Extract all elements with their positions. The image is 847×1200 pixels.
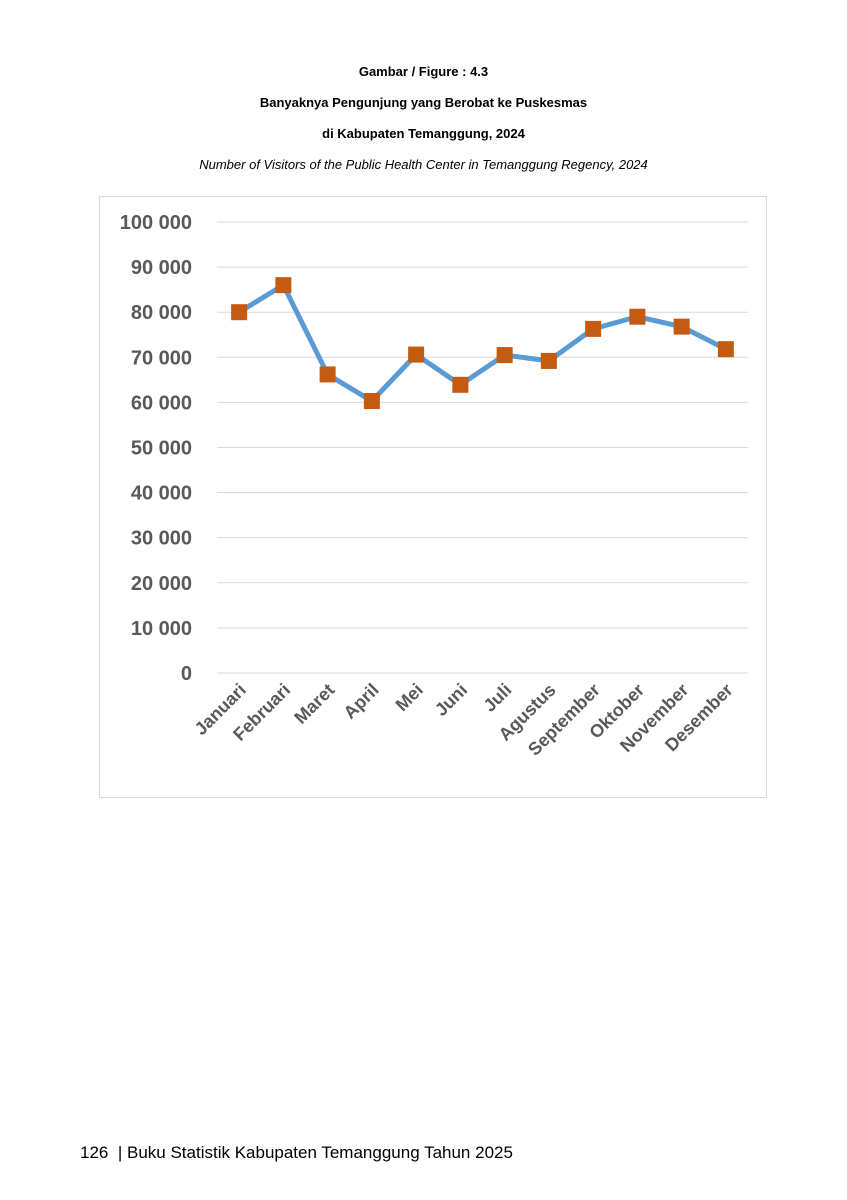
data-point-marker [319, 366, 336, 383]
y-tick-label: 70 000 [131, 347, 192, 369]
data-point-marker [496, 347, 513, 364]
x-tick-label: April [340, 680, 383, 723]
y-tick-label: 100 000 [120, 212, 192, 234]
y-tick-label: 0 [181, 663, 192, 685]
y-tick-label: 30 000 [131, 528, 192, 550]
data-point-marker [408, 346, 425, 363]
data-point-marker [231, 304, 248, 321]
y-tick-label: 50 000 [131, 438, 192, 460]
data-point-marker [585, 320, 602, 337]
data-point-marker [717, 341, 734, 358]
page-footer: 126 | Buku Statistik Kabupaten Temanggun… [80, 1143, 513, 1163]
data-point-marker [275, 277, 292, 294]
page-number: 126 [80, 1143, 109, 1162]
figure-title-id-line1: Banyaknya Pengunjung yang Berobat ke Pus… [259, 95, 588, 110]
data-point-marker [540, 352, 557, 369]
data-point-marker [629, 308, 646, 325]
y-tick-label: 20 000 [131, 573, 192, 595]
y-tick-label: 10 000 [131, 618, 192, 640]
chart-frame: 0 10 000 20 000 30 000 40 000 50 000 60 000 70 … [99, 196, 767, 798]
line-chart: 0 10 000 20 000 30 000 40 000 50 000 60 000 70 … [120, 212, 748, 760]
figure-title-id-line2: di Kabupaten Temanggung, 2024 [322, 126, 525, 141]
figure-number: Gambar / Figure : 4.3 [358, 64, 489, 79]
data-point-marker [363, 393, 380, 410]
x-tick-label: Mei [392, 680, 427, 715]
figure-title-en: Number of Visitors of the Public Health … [199, 157, 648, 172]
y-tick-label: 90 000 [131, 257, 192, 279]
y-tick-label: 80 000 [131, 302, 192, 324]
footer-separator: | [117, 1143, 123, 1162]
series-line [236, 282, 729, 404]
x-tick-label: Juni [431, 680, 471, 720]
data-point-marker [452, 376, 469, 393]
y-tick-label: 40 000 [131, 483, 192, 505]
book-title: Buku Statistik Kabupaten Temanggung Tahu… [126, 1143, 513, 1162]
y-tick-label: 60 000 [131, 392, 192, 414]
x-tick-label: Maret [290, 680, 338, 728]
data-point-marker [673, 318, 690, 335]
x-tick-label: Juli [479, 680, 515, 716]
